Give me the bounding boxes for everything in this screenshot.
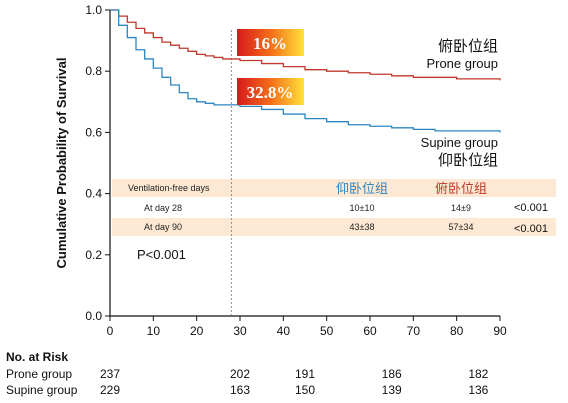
y-tick-label: 0.0: [85, 309, 102, 323]
logrank-p-value: P<0.001: [137, 247, 186, 262]
x-tick-label: 90: [493, 324, 507, 338]
supine-mortality-value: 32.8%: [247, 83, 294, 102]
vfd-table: [112, 179, 556, 236]
risk-row-label: Prone group: [6, 367, 72, 381]
vfd-col-prone: 俯卧位组: [435, 181, 487, 197]
y-tick-label: 0.6: [85, 125, 102, 139]
prone-mortality-badge: 16%: [237, 29, 304, 56]
risk-value: 237: [100, 367, 120, 381]
risk-value: 186: [382, 367, 402, 381]
y-ticks: 0.0 0.2 0.4 0.6 0.8 1.0: [85, 3, 110, 323]
x-tick-label: 10: [147, 324, 161, 338]
x-tick-label: 20: [190, 324, 204, 338]
vfd-row2-band: [112, 218, 556, 236]
risk-row-label: Supine group: [6, 383, 78, 397]
risk-table: No. at Risk Prone group Supine group 237…: [6, 350, 489, 397]
vfd-row-label: At day 90: [144, 222, 182, 232]
x-ticks: 0 10 20 30 40 50 60 70 80 90: [107, 316, 507, 338]
risk-value: 202: [230, 367, 250, 381]
risk-value: 191: [295, 367, 315, 381]
y-axis-label: Cumulative Probability of Survival: [54, 58, 69, 269]
x-tick-label: 60: [363, 324, 377, 338]
vfd-header-label: Ventilation-free days: [128, 183, 210, 193]
supine-mortality-badge: 32.8%: [237, 78, 304, 105]
y-tick-label: 0.8: [85, 64, 102, 78]
prone-survival-curve: [110, 9, 501, 81]
risk-value: 229: [100, 383, 120, 397]
prone-label-en: Prone group: [426, 56, 498, 71]
vfd-row-supine: 43±38: [350, 222, 375, 232]
y-tick-label: 0.2: [85, 248, 102, 262]
x-tick-label: 50: [320, 324, 334, 338]
risk-value: 150: [295, 383, 315, 397]
supine-label-cn: 仰卧位组: [438, 151, 498, 169]
supine-label-en: Supine group: [421, 135, 498, 150]
risk-table-title: No. at Risk: [6, 350, 68, 364]
vfd-col-supine: 仰卧位组: [336, 182, 388, 197]
x-tick-label: 80: [450, 324, 464, 338]
vfd-row-label: At day 28: [144, 203, 182, 213]
y-tick-label: 1.0: [85, 3, 102, 17]
vfd-header-band: [112, 179, 556, 197]
x-tick-label: 0: [107, 324, 114, 338]
vfd-row-pvalue: <0.001: [514, 202, 548, 214]
risk-value: 136: [468, 383, 488, 397]
risk-value: 163: [230, 383, 250, 397]
prone-label-cn: 俯卧位组: [438, 37, 498, 55]
supine-survival-curve: [110, 9, 501, 133]
risk-value: 182: [468, 367, 488, 381]
x-tick-label: 30: [233, 324, 247, 338]
risk-values: 237 202 191 186 182 229 163 150 139 136: [100, 367, 489, 397]
y-tick-label: 0.4: [85, 187, 102, 201]
risk-value: 139: [382, 383, 402, 397]
axes: [109, 10, 500, 317]
vfd-row-pvalue: <0.001: [514, 223, 548, 235]
x-tick-label: 70: [407, 324, 421, 338]
vfd-row-supine: 10±10: [350, 203, 375, 213]
vfd-row-prone: 57±34: [449, 222, 474, 232]
vfd-row-prone: 14±9: [451, 203, 471, 213]
prone-mortality-value: 16%: [253, 34, 287, 53]
x-tick-label: 40: [277, 324, 291, 338]
